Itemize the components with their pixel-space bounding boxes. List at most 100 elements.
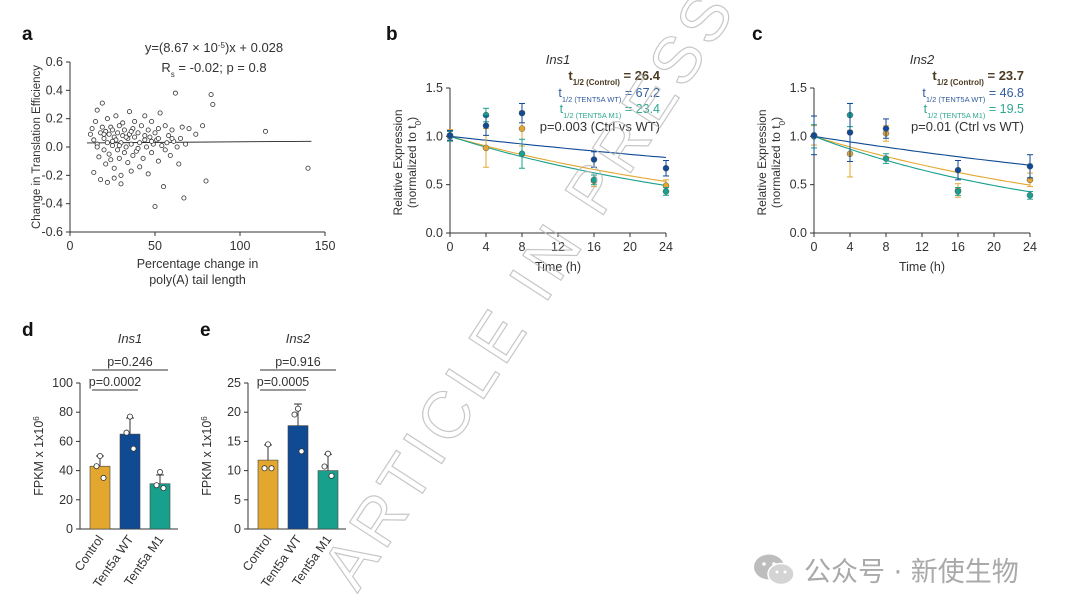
replicate-point [97,452,104,459]
replicate-point [294,405,301,412]
scatter-point [123,134,129,140]
replicate-point [153,482,160,489]
x-tick-label: 0 [67,239,74,253]
data-point-tent5a_m1 [662,188,670,195]
scatter-point [142,137,148,143]
scatter-point [118,172,124,178]
panel-label-a: a [22,24,33,45]
y-tick-label: 0.2 [46,112,63,126]
scatter-point [162,147,168,153]
scatter-point [101,131,107,137]
t-value: = 19.5 [985,102,1024,116]
y-tick-label: 0.0 [46,140,63,154]
x-tick-label: 12 [551,240,565,254]
scatter-point [110,138,116,144]
comparison-pvalue: p=0.246 [107,355,153,369]
scatter-point [167,152,173,158]
scatter-point [145,127,151,133]
y-axis-label: (normalized to t0) [405,117,423,208]
scatter-point [138,123,144,129]
y-tick-label: 40 [59,464,73,478]
fit-curve-tent5a_m1 [449,135,667,187]
scatter-point [116,155,122,161]
panel-label-b: b [386,24,398,45]
data-point-tent5a_wt [662,164,670,172]
t-subscript: 1/2 (Control) [573,78,620,87]
halflife-pvalue: p=0.003 (Ctrl vs WT) [540,119,660,134]
scatter-point [91,169,97,175]
scatter-point [116,143,122,149]
scatter-point [135,145,141,151]
data-point-control [518,125,526,132]
comparison-pvalue: p=0.0005 [257,375,310,389]
t-subscript: 1/2 (TENT5A WT) [562,95,622,104]
panel-title: Ins2 [286,331,311,346]
rs-symbol: R [161,60,170,75]
y-tick-label: 0 [66,522,73,536]
scatter-point [110,127,116,133]
bar-tent5a_m1 [317,470,339,530]
scatter-point [203,178,209,184]
halflife-pvalue: p=0.01 (Ctrl vs WT) [911,119,1024,134]
halflife-m1: t1/2 (TENT5A M1) = 23.4 [560,102,660,120]
scatter-point [111,175,117,181]
scatter-point [115,130,121,136]
scatter-point [91,137,97,143]
scatter-point [128,141,134,147]
x-tick-label: 20 [987,240,1001,254]
x-axis-label: poly(A) tail length [149,273,246,287]
replicate-point [261,465,268,472]
scatter-point [132,119,138,125]
t-value: = 46.8 [985,86,1024,100]
y-axis-label: FPKM x 1x106 [32,416,47,496]
scatter-point [164,140,170,146]
bar-tent5a_wt [287,425,309,530]
x-tick-label: 16 [951,240,965,254]
panel-title: Ins2 [910,52,935,67]
y-axis-label-close: ) [769,117,783,121]
t-value: = 23.7 [984,68,1024,83]
scatter-point [106,131,112,137]
y-tick-label: 1.0 [790,129,807,143]
y-axis-label-text: (normalized to t [405,125,419,208]
panel-label-d: d [22,320,34,341]
halflife-wt: t1/2 (TENT5A WT) = 67.2 [558,86,660,104]
scatter-point [149,138,155,144]
scatter-point [101,135,107,141]
t-symbol: t [924,102,928,116]
scatter-point [89,126,95,132]
y-tick-label: -0.2 [41,168,63,182]
fit-curve-tent5a_m1 [813,135,1031,193]
scatter-point [142,113,148,119]
x-tick-label: 12 [915,240,929,254]
data-point-control [482,144,490,152]
x-tick-label: 150 [315,239,336,253]
scatter-point [116,123,122,129]
y-tick-label: 25 [227,376,241,390]
y-tick-label: 20 [227,405,241,419]
scatter-point [98,177,104,183]
scatter-point [113,113,119,119]
y-axis-label: Relative Expression [755,109,769,215]
halflife-control: t1/2 (Control) = 26.4 [568,68,660,87]
replicate-point [100,474,107,481]
scatter-point [166,133,172,139]
y-tick-label: 60 [59,434,73,448]
y-axis-label: Change in Translation Efficiency [31,65,43,229]
comparison-pvalue: p=0.916 [275,355,321,369]
panel-label-e: e [200,320,211,341]
x-tick-label: 20 [623,240,637,254]
y-tick-label: 0.4 [46,83,63,97]
y-tick-label: -0.6 [41,225,63,239]
scatter-point [115,147,121,153]
scatter-point [193,131,199,137]
scatter-point [87,131,93,137]
bar-tent5a_m1 [149,483,171,530]
panel-c-decay-ins2: Ins2 0.0 0.5 1.0 1.5 0 4 8 12 16 20 24 Time (h) Relat… [755,52,1037,274]
scatter-point [137,140,143,146]
y-tick-label: 10 [227,464,241,478]
scatter-point [147,134,153,140]
t-subscript: 1/2 (Control) [937,78,984,87]
y-axis-label-subscript: 0 [414,120,423,125]
